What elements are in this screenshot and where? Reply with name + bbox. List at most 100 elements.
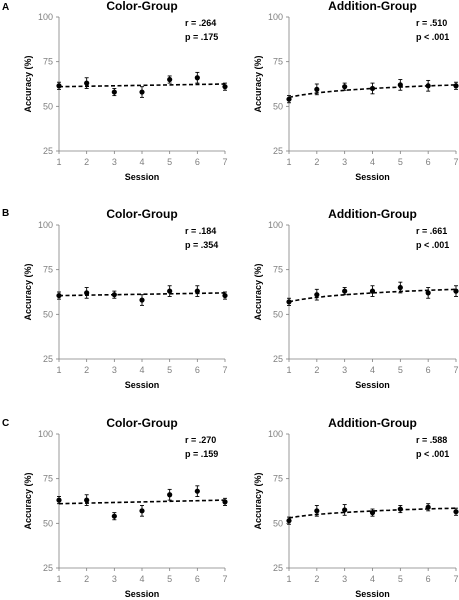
data-point xyxy=(286,518,292,524)
x-axis-label: Session xyxy=(355,589,390,599)
x-tick-label: 3 xyxy=(112,365,117,375)
stat-annotation: r = .270 xyxy=(185,435,216,445)
data-point xyxy=(84,80,90,86)
y-tick-label: 25 xyxy=(43,563,53,573)
y-tick-label: 75 xyxy=(43,265,53,275)
data-point xyxy=(194,488,200,494)
data-point xyxy=(111,292,117,298)
x-axis-label: Session xyxy=(355,380,390,390)
data-point xyxy=(453,83,459,89)
x-tick-label: 7 xyxy=(222,365,227,375)
stat-annotation: p < .001 xyxy=(416,449,449,459)
x-tick-label: 6 xyxy=(426,365,431,375)
stat-annotation: r = .510 xyxy=(416,18,447,28)
chart-title: Addition-Group xyxy=(328,0,417,13)
y-axis-label: Accuracy (%) xyxy=(253,55,263,112)
data-point xyxy=(314,508,320,514)
data-point xyxy=(286,96,292,102)
x-axis-label: Session xyxy=(125,589,160,599)
chart-panel-1: Color-Group 25 50 75 100 1 2 3 4 5 6 7 Session Accura… xyxy=(23,0,228,182)
y-axis-label: Accuracy (%) xyxy=(23,263,33,320)
x-tick-label: 4 xyxy=(370,365,375,375)
stat-annotation: p = .175 xyxy=(185,32,218,42)
y-tick-label: 75 xyxy=(273,57,283,67)
x-tick-label: 2 xyxy=(84,365,89,375)
data-point xyxy=(139,297,145,303)
x-tick-label: 6 xyxy=(426,157,431,167)
x-tick-label: 5 xyxy=(167,574,172,584)
stat-annotation: p = .159 xyxy=(185,449,218,459)
y-tick-label: 50 xyxy=(43,309,53,319)
x-tick-label: 1 xyxy=(56,365,61,375)
y-tick-label: 100 xyxy=(268,12,283,22)
data-point xyxy=(194,288,200,294)
data-point xyxy=(369,510,376,516)
trend-line xyxy=(58,499,226,505)
x-tick-label: 7 xyxy=(453,157,458,167)
x-tick-label: 5 xyxy=(398,365,403,375)
x-tick-label: 2 xyxy=(314,365,319,375)
x-tick-label: 3 xyxy=(112,574,117,584)
data-point xyxy=(397,82,403,88)
y-tick-label: 25 xyxy=(273,354,283,364)
stat-annotation: r = .661 xyxy=(416,226,447,236)
y-tick-label: 50 xyxy=(273,309,283,319)
data-point xyxy=(139,508,145,514)
panel-letter-c: C xyxy=(2,418,10,429)
stat-annotation: p < .001 xyxy=(416,240,449,250)
chart-panel-5: Color-Group 25 50 75 100 1 2 3 4 5 6 7 Session Accura… xyxy=(23,416,228,599)
y-tick-label: 100 xyxy=(268,220,283,230)
y-axis-label: Accuracy (%) xyxy=(253,263,263,320)
y-tick-label: 75 xyxy=(43,474,53,484)
data-point xyxy=(167,492,173,498)
x-tick-label: 4 xyxy=(370,574,375,584)
chart-panel-2: Addition-Group 25 50 75 100 1 2 3 4 5 6 7 Session Acc… xyxy=(253,0,459,182)
x-tick-label: 1 xyxy=(286,365,291,375)
x-tick-label: 1 xyxy=(56,157,61,167)
y-tick-label: 50 xyxy=(273,518,283,528)
chart-title: Addition-Group xyxy=(328,207,417,221)
x-tick-label: 2 xyxy=(84,157,89,167)
y-axis-label: Accuracy (%) xyxy=(253,472,263,529)
data-point xyxy=(111,89,117,95)
data-point xyxy=(222,84,228,90)
y-axis-label: Accuracy (%) xyxy=(23,472,33,529)
chart-title: Color-Group xyxy=(106,207,177,221)
data-point xyxy=(425,504,431,510)
y-tick-label: 25 xyxy=(43,354,53,364)
y-tick-label: 75 xyxy=(43,57,53,67)
stat-annotation: r = .264 xyxy=(185,18,216,28)
y-tick-label: 100 xyxy=(38,12,53,22)
y-tick-label: 100 xyxy=(268,429,283,439)
y-tick-label: 50 xyxy=(43,518,53,528)
x-tick-label: 5 xyxy=(398,157,403,167)
y-tick-label: 75 xyxy=(273,474,283,484)
x-tick-label: 6 xyxy=(195,157,200,167)
x-tick-label: 6 xyxy=(195,574,200,584)
x-tick-label: 2 xyxy=(314,574,319,584)
panel-letter-b: B xyxy=(2,208,10,219)
chart-title: Color-Group xyxy=(106,0,177,13)
data-point xyxy=(369,288,376,294)
x-tick-label: 3 xyxy=(342,574,347,584)
data-point xyxy=(453,288,459,294)
x-tick-label: 3 xyxy=(342,157,347,167)
x-axis-label: Session xyxy=(125,380,160,390)
data-point xyxy=(453,509,459,515)
x-tick-label: 2 xyxy=(84,574,89,584)
x-tick-label: 3 xyxy=(342,365,347,375)
data-point xyxy=(342,288,348,294)
x-tick-label: 6 xyxy=(195,365,200,375)
stat-annotation: p < .001 xyxy=(416,32,449,42)
data-point xyxy=(111,513,117,519)
data-point xyxy=(314,292,320,298)
x-tick-label: 6 xyxy=(426,574,431,584)
y-axis-label: Accuracy (%) xyxy=(23,55,33,112)
y-tick-label: 50 xyxy=(43,101,53,111)
data-point xyxy=(56,292,62,299)
x-tick-label: 1 xyxy=(286,574,291,584)
chart-panel-6: Addition-Group 25 50 75 100 1 2 3 4 5 6 7 Session Acc… xyxy=(253,416,459,599)
chart-title: Addition-Group xyxy=(328,416,417,430)
data-point xyxy=(84,497,90,503)
